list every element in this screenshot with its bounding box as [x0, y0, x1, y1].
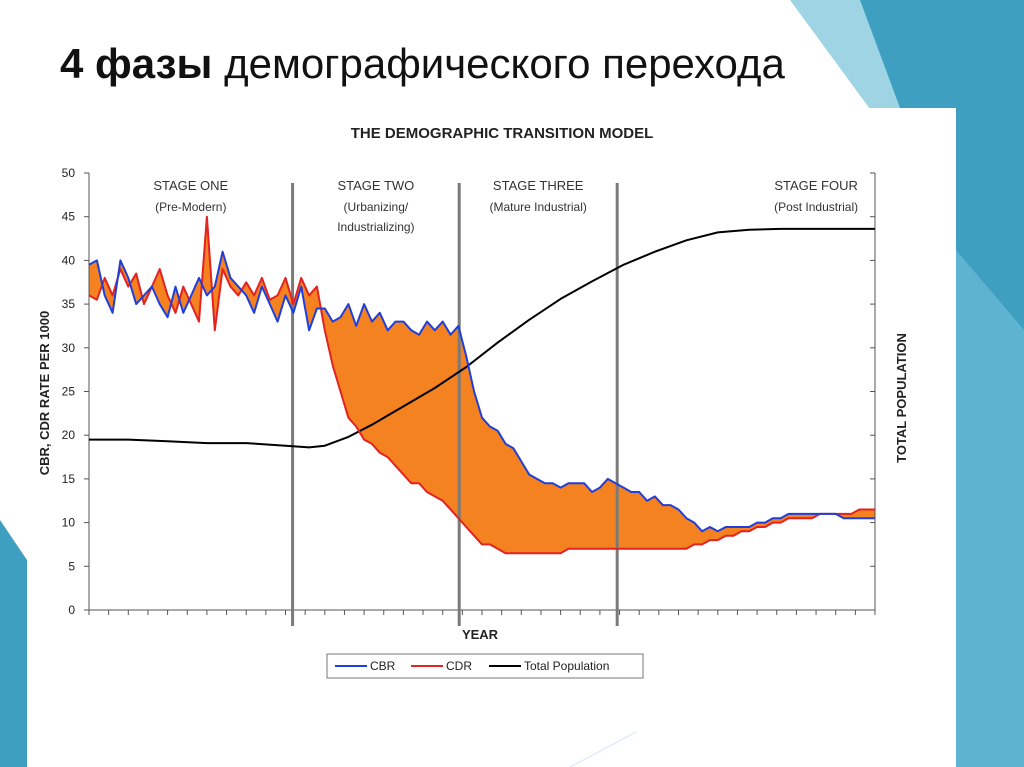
y-tick-label: 25	[62, 385, 76, 399]
y-tick-label: 5	[68, 559, 75, 573]
natural-increase-fill	[89, 216, 875, 554]
legend-box	[326, 653, 644, 679]
teal-stripe-mid	[956, 250, 1024, 767]
chart-panel	[27, 108, 956, 732]
y-axis-label: CBR, CDR RATE PER 1000	[37, 311, 52, 475]
stage-description: (Pre-Modern)	[155, 200, 226, 214]
stage-name: STAGE TWO	[337, 178, 414, 193]
y-tick-label: 15	[62, 472, 76, 486]
legend-label-cbr: CBR	[370, 659, 396, 673]
series-line-cdr	[88, 215, 875, 555]
stage-description: (Post Industrial)	[774, 200, 858, 214]
slide-title-rest: демографического перехода	[212, 40, 785, 87]
legend-label-cdr: CDR	[446, 659, 472, 673]
y-tick-label: 20	[62, 428, 76, 442]
series-line-total-population	[89, 227, 875, 449]
x-axis-label: YEAR	[462, 627, 499, 642]
y-axis-right-label: TOTAL POPULATION	[894, 333, 909, 463]
stage-name: STAGE FOUR	[774, 178, 858, 193]
y-tick-label: 40	[62, 253, 76, 267]
chart-title: THE DEMOGRAPHIC TRANSITION MODEL	[351, 125, 654, 142]
y-tick-label: 30	[62, 341, 76, 355]
stage-name: STAGE THREE	[493, 178, 584, 193]
stage-description: (Urbanizing/	[344, 200, 409, 214]
y-tick-label: 0	[68, 603, 75, 617]
demographic-transition-chart: THE DEMOGRAPHIC TRANSITION MODEL 0 5 10 15 2…	[37, 125, 909, 679]
slide-title-bold: 4 фазы	[60, 40, 213, 87]
legend: CBR CDR Total Population	[326, 653, 644, 679]
decor-line	[569, 729, 641, 767]
y-tick-label: 45	[62, 210, 76, 224]
y-tick-label: 10	[62, 516, 76, 530]
y-tick-label: 50	[62, 166, 76, 180]
slide-title: 4 фазы демографического перехода	[60, 40, 785, 88]
teal-left-edge	[0, 520, 27, 767]
legend-label-population: Total Population	[524, 659, 609, 673]
stage-name: STAGE ONE	[153, 178, 228, 193]
stage-description: (Mature Industrial)	[490, 200, 587, 214]
series-line-cbr	[88, 250, 875, 533]
y-tick-label: 35	[62, 297, 76, 311]
stage-description: Industrializing)	[337, 220, 414, 234]
